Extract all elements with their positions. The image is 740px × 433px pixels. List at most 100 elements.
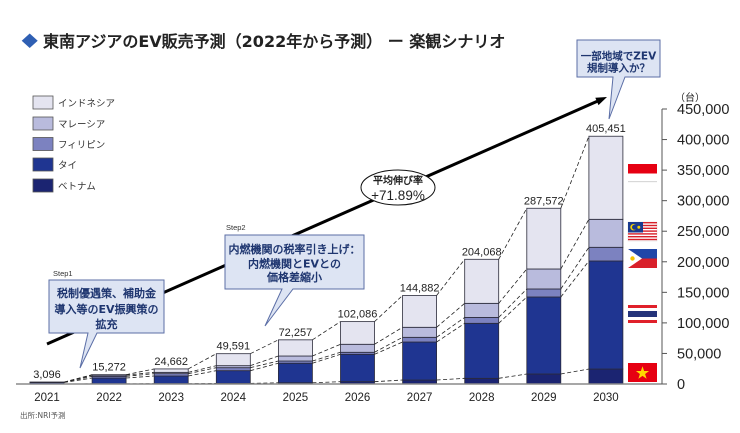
y-tick-label: 250,000 xyxy=(677,224,729,240)
connector-line xyxy=(498,296,528,324)
connector-line xyxy=(498,208,528,260)
y-tick-label: 400,000 xyxy=(677,133,729,149)
bar-segment xyxy=(526,296,562,375)
bar-total-label: 405,451 xyxy=(586,123,626,135)
legend-swatch xyxy=(32,116,54,131)
connector-line xyxy=(312,343,341,357)
chart-title: 東南アジアのEV販売予測（2022年から予測） ー 楽観シナリオ xyxy=(21,32,505,51)
bar-2028 xyxy=(464,258,500,385)
connector-lines xyxy=(63,136,590,385)
legend-swatch xyxy=(32,157,54,172)
bar-segment xyxy=(464,258,500,304)
bar-segment xyxy=(526,268,562,290)
y-axis-ticks: 0 50,000 100,000 150,000 200,000 250,000 300,0… xyxy=(662,102,729,393)
connector-line xyxy=(436,303,465,328)
x-tick-label: 2029 xyxy=(531,392,557,404)
bar-segment xyxy=(526,288,562,298)
connector-line xyxy=(374,341,403,355)
y-tick-label: 100,000 xyxy=(677,316,729,332)
bar-segment xyxy=(215,370,251,384)
growth-rate-badge: 平均伸び率 +71.89% xyxy=(360,169,436,206)
bar-total-label: 49,591 xyxy=(216,341,250,353)
bar-segment xyxy=(153,368,189,373)
y-tick-label: 300,000 xyxy=(677,194,729,210)
legend-label: フィリピン xyxy=(58,140,105,151)
bar-segment xyxy=(402,295,438,328)
legend-label: インドネシア xyxy=(58,99,115,110)
growth-ellipse xyxy=(360,169,436,206)
bar-segment xyxy=(277,339,313,357)
legend-label: ベトナム xyxy=(58,182,96,193)
x-tick-label: 2023 xyxy=(158,392,184,404)
bar-segment xyxy=(402,341,438,381)
growth-rate-value: +71.89% xyxy=(371,188,425,203)
connector-line xyxy=(498,373,527,379)
bar-2023 xyxy=(153,368,189,385)
bar-2025 xyxy=(277,339,313,385)
callout-line: 税制優遇策、補助金 xyxy=(57,286,157,300)
connector-line xyxy=(126,375,155,379)
vietnam-flag-icon xyxy=(628,363,657,382)
callout-line: 拡充 xyxy=(96,317,118,331)
y-tick-label: 350,000 xyxy=(677,163,729,179)
bar-segment xyxy=(153,375,189,385)
x-tick-label: 2030 xyxy=(593,392,619,404)
connector-line xyxy=(188,367,217,375)
callout-line: 導入等のEV振興策の xyxy=(54,302,158,316)
step2-tag: Step2 xyxy=(226,223,246,232)
connector-line xyxy=(374,336,403,353)
connector-line xyxy=(63,375,93,383)
step1-tag: Step1 xyxy=(53,269,73,278)
bar-2022 xyxy=(91,374,127,385)
y-tick-label: 0 xyxy=(677,377,685,393)
legend: インドネシア マレーシア フィリピン タイ ベトナム xyxy=(32,95,115,193)
connector-line xyxy=(250,339,279,355)
bar-segment xyxy=(340,353,375,383)
legend-label: タイ xyxy=(58,161,77,172)
bar-segment xyxy=(91,377,127,385)
connector-line xyxy=(436,259,466,296)
callout-bubble xyxy=(576,39,661,120)
connector-line xyxy=(436,317,465,338)
connector-line xyxy=(126,371,155,376)
bar-total-label: 144,882 xyxy=(400,282,440,294)
connector-line xyxy=(436,377,465,381)
x-tick-label: 2022 xyxy=(96,392,122,404)
bar-total-label: 204,068 xyxy=(462,246,502,258)
bar-segment xyxy=(215,367,251,372)
connector-line xyxy=(560,368,589,375)
x-tick-label: 2028 xyxy=(469,392,495,404)
connector-line xyxy=(188,353,217,370)
x-tick-label: 2027 xyxy=(407,392,433,404)
connector-line xyxy=(250,382,279,384)
x-tick-label: 2024 xyxy=(221,392,247,404)
callout-bubble xyxy=(224,234,365,327)
bar-segment xyxy=(340,321,375,345)
connector-line xyxy=(126,368,155,376)
x-axis-labels: 2021 2022 2023 2024 2025 2026 2027 2028 2029 2030 xyxy=(34,392,618,404)
callout-line: 内燃機関の税率引き上げ： xyxy=(229,242,361,256)
bar-segment xyxy=(277,362,313,384)
bar-segment xyxy=(402,336,438,343)
bar-total-label: 15,272 xyxy=(92,362,126,374)
bar-segment xyxy=(588,218,624,248)
connector-line xyxy=(63,377,93,383)
bar-segment xyxy=(402,326,438,338)
connector-line xyxy=(374,295,403,322)
bar-total-label: 287,572 xyxy=(524,195,564,207)
bar-segment xyxy=(340,343,375,353)
callout-step1: Step1 税制優遇策、補助金 導入等のEV振興策の 拡充 xyxy=(48,269,165,369)
legend-item-thailand: タイ xyxy=(32,157,77,172)
connector-line xyxy=(312,381,341,384)
connector-line xyxy=(560,247,590,290)
bar-segment xyxy=(464,302,500,318)
y-tick-label: 450,000 xyxy=(677,102,729,118)
source-note: 出所:NRI予測 xyxy=(20,410,66,420)
legend-swatch xyxy=(32,178,54,193)
x-tick-label: 2026 xyxy=(345,392,371,404)
bar-2027 xyxy=(402,295,438,385)
bar-segment xyxy=(588,246,624,262)
growth-rate-label: 平均伸び率 xyxy=(373,174,423,187)
connector-line xyxy=(560,260,590,298)
